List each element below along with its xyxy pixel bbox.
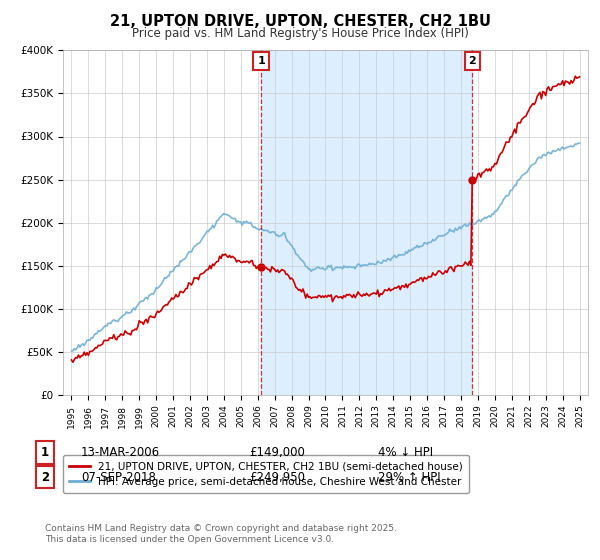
- Text: 2: 2: [469, 56, 476, 66]
- Text: 4% ↓ HPI: 4% ↓ HPI: [378, 446, 433, 459]
- Text: £249,950: £249,950: [249, 470, 305, 484]
- Text: Contains HM Land Registry data © Crown copyright and database right 2025.
This d: Contains HM Land Registry data © Crown c…: [45, 524, 397, 544]
- Text: 1: 1: [41, 446, 49, 459]
- Text: £149,000: £149,000: [249, 446, 305, 459]
- Text: 1: 1: [257, 56, 265, 66]
- Legend: 21, UPTON DRIVE, UPTON, CHESTER, CH2 1BU (semi-detached house), HPI: Average pri: 21, UPTON DRIVE, UPTON, CHESTER, CH2 1BU…: [63, 455, 469, 493]
- Text: 13-MAR-2006: 13-MAR-2006: [81, 446, 160, 459]
- Text: 07-SEP-2018: 07-SEP-2018: [81, 470, 156, 484]
- Text: Price paid vs. HM Land Registry's House Price Index (HPI): Price paid vs. HM Land Registry's House …: [131, 27, 469, 40]
- Text: 29% ↑ HPI: 29% ↑ HPI: [378, 470, 440, 484]
- Text: 2: 2: [41, 470, 49, 484]
- Text: 21, UPTON DRIVE, UPTON, CHESTER, CH2 1BU: 21, UPTON DRIVE, UPTON, CHESTER, CH2 1BU: [110, 14, 491, 29]
- Bar: [261, 50, 472, 395]
